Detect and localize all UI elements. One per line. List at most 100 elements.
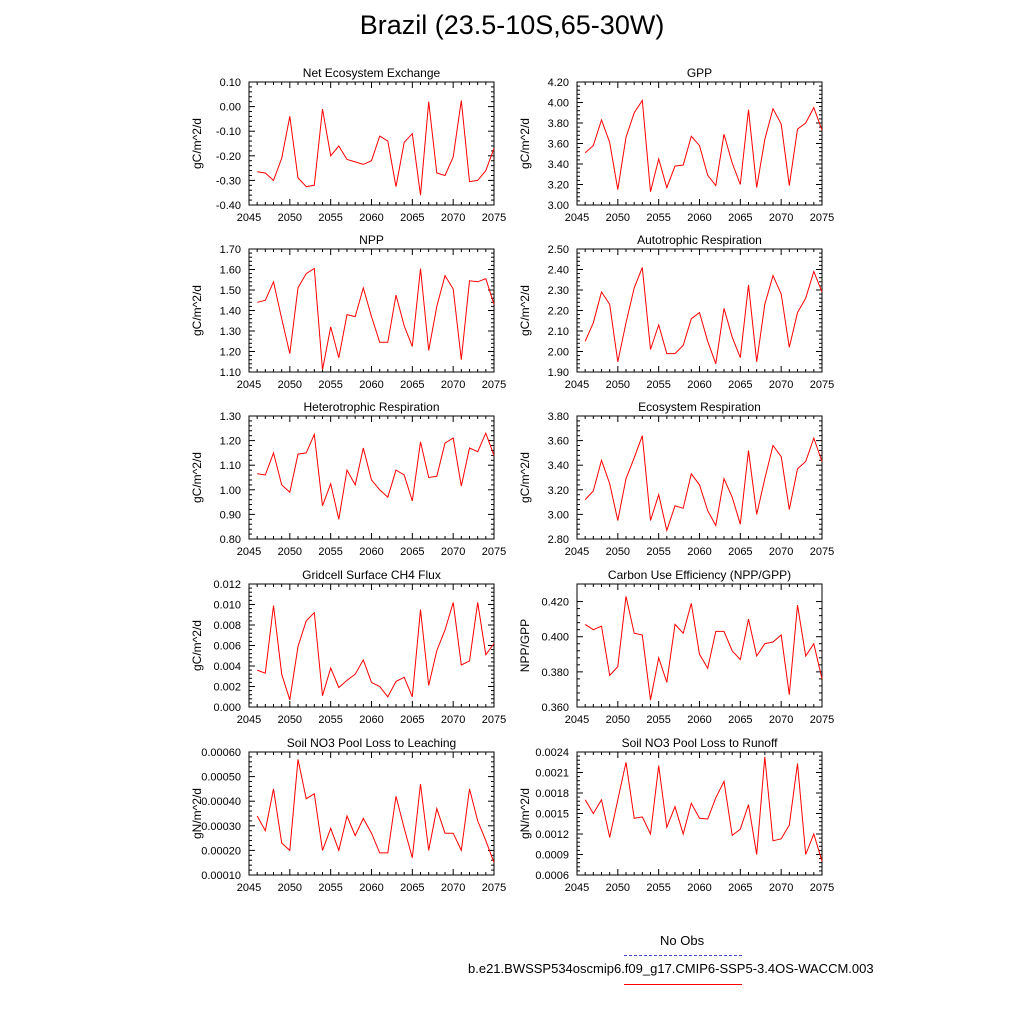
x-tick-label: 2055: [318, 714, 342, 726]
x-tick-label: 2065: [400, 379, 424, 391]
x-tick-label: 2045: [565, 714, 589, 726]
panel-title: Heterotrophic Respiration: [303, 400, 439, 414]
x-tick-label: 2055: [646, 546, 670, 558]
x-tick-label: 2075: [810, 379, 834, 391]
x-tick-label: 2045: [565, 379, 589, 391]
x-tick-label: 2050: [606, 546, 630, 558]
y-axis-label: NPP/GPP: [518, 619, 532, 672]
y-tick-label: 2.50: [548, 244, 569, 256]
x-tick-label: 2075: [810, 714, 834, 726]
x-tick-label: 2075: [482, 546, 506, 558]
x-tick-label: 2065: [400, 714, 424, 726]
series-line: [584, 596, 823, 701]
y-tick-label: 3.40: [548, 159, 569, 171]
chart-panel: Net Ecosystem Exchange gC/m^2/d 2045 2050 20…: [190, 66, 506, 224]
y-tick-label: 2.30: [548, 285, 569, 297]
y-tick-label: 0.10: [220, 77, 241, 89]
y-tick-label: 3.60: [548, 139, 569, 151]
x-tick-label: 2070: [441, 212, 465, 224]
y-tick-label: 0.00060: [201, 747, 241, 759]
plot-frame: [576, 81, 823, 206]
x-tick-label: 2055: [646, 714, 670, 726]
x-tick-label: 2065: [728, 714, 752, 726]
panel-title: GPP: [687, 66, 712, 80]
y-tick-label: 1.60: [220, 265, 241, 277]
y-tick-label: 3.00: [548, 200, 569, 212]
x-tick-label: 2050: [278, 546, 302, 558]
plot-frame: [248, 751, 495, 876]
y-tick-label: 1.50: [220, 285, 241, 297]
y-tick-label: 0.004: [213, 661, 241, 673]
y-tick-label: 0.00040: [201, 796, 241, 808]
x-tick-label: 2045: [565, 882, 589, 894]
series-line: [257, 267, 495, 370]
plot-frame: [248, 415, 495, 540]
series-line: [257, 100, 495, 196]
legend-case-label: b.e21.BWSSP534oscmip6.f09_g17.CMIP6-SSP5…: [468, 961, 874, 976]
y-tick-label: 0.00010: [201, 870, 241, 882]
x-tick-label: 2070: [769, 546, 793, 558]
chart-panels: Net Ecosystem Exchange gC/m^2/d 2045 2050 20…: [190, 66, 834, 894]
y-tick-label: 1.40: [220, 306, 241, 318]
y-tick-label: -0.10: [216, 126, 241, 138]
x-tick-label: 2060: [687, 379, 711, 391]
x-tick-label: 2045: [237, 714, 261, 726]
y-axis-label: gC/m^2/d: [190, 118, 204, 169]
y-tick-label: 2.10: [548, 326, 569, 338]
chart-panel: Gridcell Surface CH4 Flux gC/m^2/d 2045 205…: [190, 568, 506, 726]
x-tick-label: 2060: [359, 212, 383, 224]
x-tick-label: 2075: [810, 546, 834, 558]
x-tick-label: 2045: [237, 882, 261, 894]
y-tick-label: -0.20: [216, 151, 241, 163]
x-tick-label: 2045: [237, 379, 261, 391]
x-tick-label: 2055: [646, 212, 670, 224]
x-tick-label: 2060: [359, 714, 383, 726]
y-tick-label: 0.00020: [201, 845, 241, 857]
y-tick-label: 0.010: [213, 600, 241, 612]
y-tick-label: 0.0012: [535, 829, 569, 841]
y-tick-label: -0.40: [216, 200, 241, 212]
y-tick-label: 2.00: [548, 347, 569, 359]
x-tick-label: 2070: [769, 212, 793, 224]
plot-frame: [576, 415, 823, 540]
x-tick-label: 2065: [728, 546, 752, 558]
y-tick-label: 0.0015: [535, 809, 569, 821]
y-tick-label: 0.00050: [201, 772, 241, 784]
x-tick-label: 2075: [482, 882, 506, 894]
x-tick-label: 2070: [441, 379, 465, 391]
x-tick-label: 2070: [441, 882, 465, 894]
y-tick-label: -0.30: [216, 175, 241, 187]
x-tick-label: 2045: [237, 212, 261, 224]
panel-title: NPP: [359, 233, 384, 247]
y-tick-label: 0.006: [213, 641, 241, 653]
panel-title: Autotrophic Respiration: [637, 233, 762, 247]
x-tick-label: 2060: [687, 546, 711, 558]
x-tick-label: 2065: [400, 212, 424, 224]
panel-title: Soil NO3 Pool Loss to Runoff: [622, 736, 779, 750]
y-tick-label: 1.20: [220, 347, 241, 359]
series-line: [257, 602, 495, 700]
x-tick-label: 2055: [318, 882, 342, 894]
x-tick-label: 2070: [441, 714, 465, 726]
x-tick-label: 2075: [482, 212, 506, 224]
x-tick-label: 2050: [278, 882, 302, 894]
y-tick-label: 0.008: [213, 620, 241, 632]
series-line: [584, 435, 823, 533]
x-tick-label: 2060: [359, 379, 383, 391]
series-line: [256, 759, 495, 863]
panel-title: Net Ecosystem Exchange: [303, 66, 441, 80]
x-tick-label: 2065: [400, 882, 424, 894]
chart-panel: NPP gC/m^2/d 2045 2050 2055 2060 2065 2070 2075 1…: [190, 233, 506, 391]
y-tick-label: 3.20: [548, 180, 569, 192]
x-tick-label: 2045: [565, 546, 589, 558]
y-axis-label: gC/m^2/d: [190, 452, 204, 503]
y-tick-label: 3.80: [548, 411, 569, 423]
plot-frame: [248, 248, 495, 373]
y-tick-label: 2.20: [548, 306, 569, 318]
x-tick-label: 2065: [728, 212, 752, 224]
y-tick-label: 0.90: [220, 509, 241, 521]
x-tick-label: 2070: [769, 714, 793, 726]
x-tick-label: 2065: [400, 546, 424, 558]
plot-frame: [576, 248, 823, 373]
y-tick-label: 2.80: [548, 534, 569, 546]
